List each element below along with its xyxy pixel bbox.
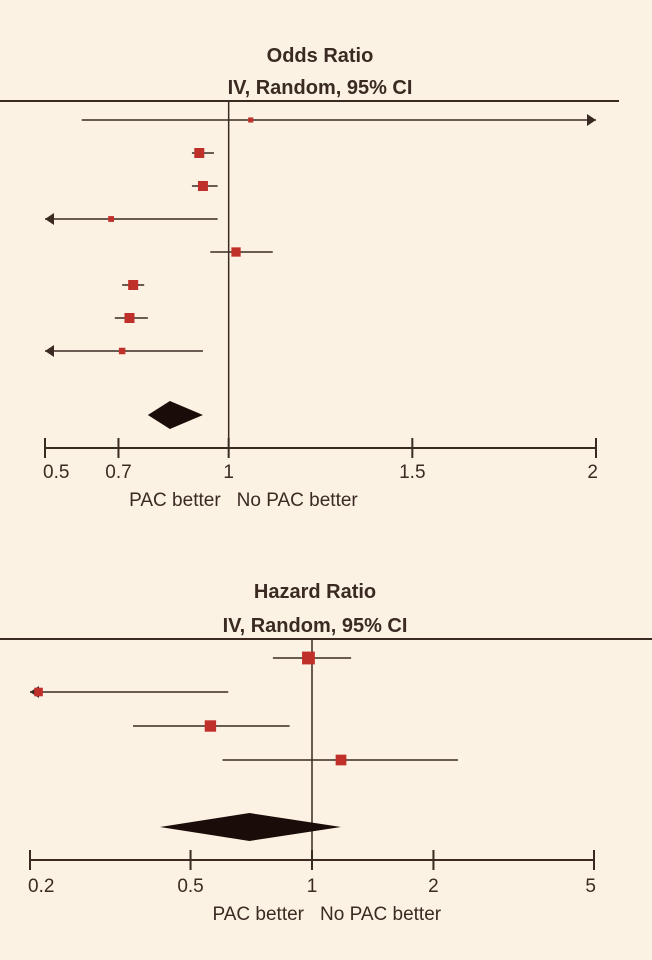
x-tick-label: 0.5 <box>43 462 69 483</box>
pooled-diamond <box>147 401 203 429</box>
caption-favors-pac: PAC better <box>129 490 221 511</box>
point-estimate <box>108 216 115 222</box>
caption-favors-no-pac: No PAC better <box>320 904 442 925</box>
x-tick-label: 1.5 <box>399 462 425 483</box>
point-estimate <box>204 720 217 732</box>
caption-favors-no-pac: No PAC better <box>237 490 359 511</box>
point-estimate <box>194 148 205 158</box>
ci-arrow-left <box>45 213 54 225</box>
point-estimate <box>231 247 241 257</box>
point-estimate <box>302 651 315 665</box>
point-estimate <box>197 181 208 191</box>
point-estimate <box>128 280 139 290</box>
x-tick-label: 1 <box>307 876 318 897</box>
chart-title: Hazard Ratio <box>254 581 376 603</box>
x-tick-label: 2 <box>587 462 598 483</box>
chart-title: Odds Ratio <box>267 45 374 67</box>
x-tick-label: 0.2 <box>28 876 54 897</box>
chart-subtitle: IV, Random, 95% CI <box>223 615 408 637</box>
ci-arrow-left <box>45 345 54 357</box>
x-tick-label: 5 <box>585 876 596 897</box>
point-estimate <box>118 347 126 355</box>
x-tick-label: 0.5 <box>177 876 203 897</box>
ci-arrow-right <box>587 114 596 126</box>
chart-subtitle: IV, Random, 95% CI <box>228 77 413 99</box>
x-tick-label: 0.7 <box>105 462 131 483</box>
point-estimate <box>335 754 347 766</box>
x-tick-label: 2 <box>428 876 439 897</box>
point-estimate <box>248 117 254 123</box>
caption-favors-pac: PAC better <box>212 904 304 925</box>
pooled-diamond <box>159 813 342 841</box>
point-estimate <box>34 687 43 697</box>
point-estimate <box>124 313 135 323</box>
x-tick-label: 1 <box>223 462 234 483</box>
